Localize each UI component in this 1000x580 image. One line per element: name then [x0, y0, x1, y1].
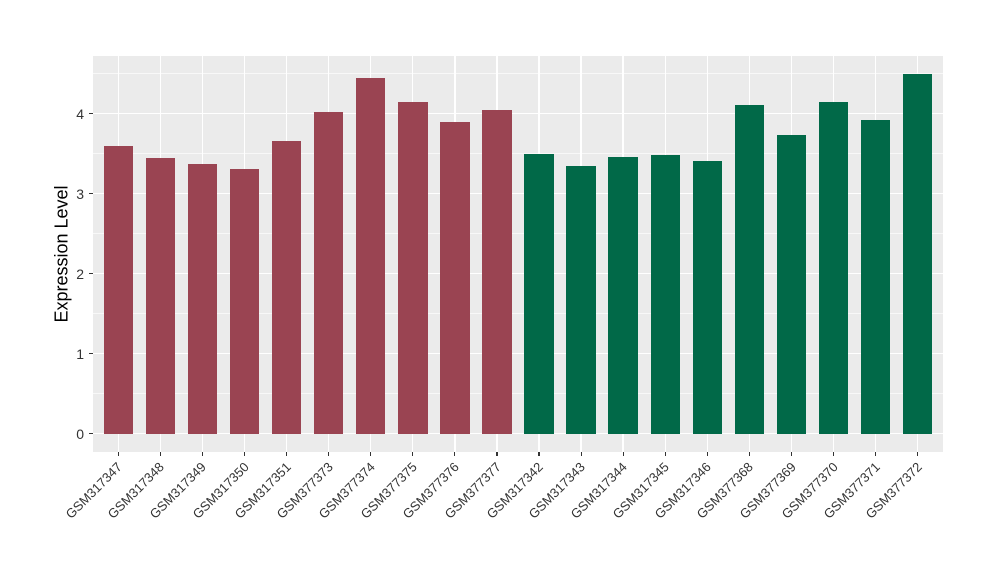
x-tick-mark-GSM317347 [117, 452, 119, 456]
x-tick-mark-GSM377374 [370, 452, 372, 456]
x-tick-mark-GSM377373 [328, 452, 330, 456]
x-tick-mark-GSM317351 [285, 452, 288, 456]
gridline-major-y-0 [93, 432, 943, 435]
gridline-minor-y-2.5 [93, 233, 943, 234]
x-tick-mark-GSM317344 [622, 452, 624, 456]
bar-GSM317345 [650, 155, 680, 434]
y-tick-mark-0 [88, 433, 93, 435]
gridline-major-y-2 [93, 272, 943, 275]
gridline-major-y-4 [93, 112, 943, 115]
x-tick-mark-GSM377377 [496, 452, 498, 456]
bar-GSM377375 [398, 102, 428, 434]
plot-panel [93, 56, 943, 452]
bar-GSM317349 [187, 164, 218, 434]
bar-GSM377370 [818, 102, 849, 434]
bar-GSM377371 [860, 120, 891, 434]
x-tick-mark-GSM317348 [159, 452, 161, 456]
bar-GSM377377 [482, 109, 512, 434]
x-tick-mark-GSM377368 [748, 452, 751, 456]
x-tick-mark-GSM317342 [538, 452, 540, 456]
bar-GSM317343 [566, 166, 596, 434]
bar-GSM317348 [145, 157, 176, 434]
bar-GSM377374 [355, 78, 386, 434]
x-tick-mark-GSM377375 [412, 452, 414, 456]
y-tick-label-1: 1 [76, 345, 84, 362]
x-tick-mark-GSM377370 [832, 452, 835, 456]
gridline-major-y-1 [93, 352, 943, 355]
bar-GSM377369 [776, 135, 807, 434]
gridline-minor-y-4.5 [93, 73, 943, 74]
bar-GSM377373 [313, 112, 344, 434]
x-tick-mark-GSM317343 [580, 452, 582, 456]
gridline-minor-y-0.5 [93, 393, 943, 394]
x-tick-mark-GSM377372 [917, 452, 919, 456]
x-tick-mark-GSM317349 [201, 452, 203, 456]
bar-GSM377372 [903, 73, 933, 434]
gridline-major-y-3 [93, 192, 943, 195]
bar-GSM377376 [440, 122, 470, 434]
y-tick-label-3: 3 [76, 185, 84, 202]
x-tick-mark-GSM317345 [664, 452, 666, 456]
bar-GSM317342 [524, 154, 554, 434]
bar-GSM317347 [103, 146, 133, 434]
bar-GSM317350 [229, 168, 260, 434]
gridline-minor-y-1.5 [93, 313, 943, 314]
y-tick-label-2: 2 [76, 265, 84, 282]
bar-GSM317351 [271, 140, 302, 434]
y-tick-mark-3 [88, 193, 93, 195]
x-tick-mark-GSM317346 [706, 452, 708, 456]
y-tick-mark-2 [88, 273, 93, 275]
y-tick-mark-4 [88, 113, 93, 115]
x-tick-mark-GSM377371 [875, 452, 877, 456]
bar-GSM317346 [692, 160, 723, 434]
bar-GSM317344 [608, 156, 638, 434]
x-tick-mark-GSM377376 [454, 452, 456, 456]
y-tick-label-4: 4 [76, 105, 84, 122]
y-axis-title: Expression Level [51, 185, 72, 323]
x-tick-mark-GSM317350 [243, 452, 246, 456]
x-tick-mark-GSM377369 [790, 452, 793, 456]
bar-GSM377368 [734, 104, 765, 434]
gridline-minor-y-3.5 [93, 153, 943, 154]
y-tick-label-0: 0 [76, 425, 84, 442]
y-tick-mark-1 [88, 353, 93, 355]
